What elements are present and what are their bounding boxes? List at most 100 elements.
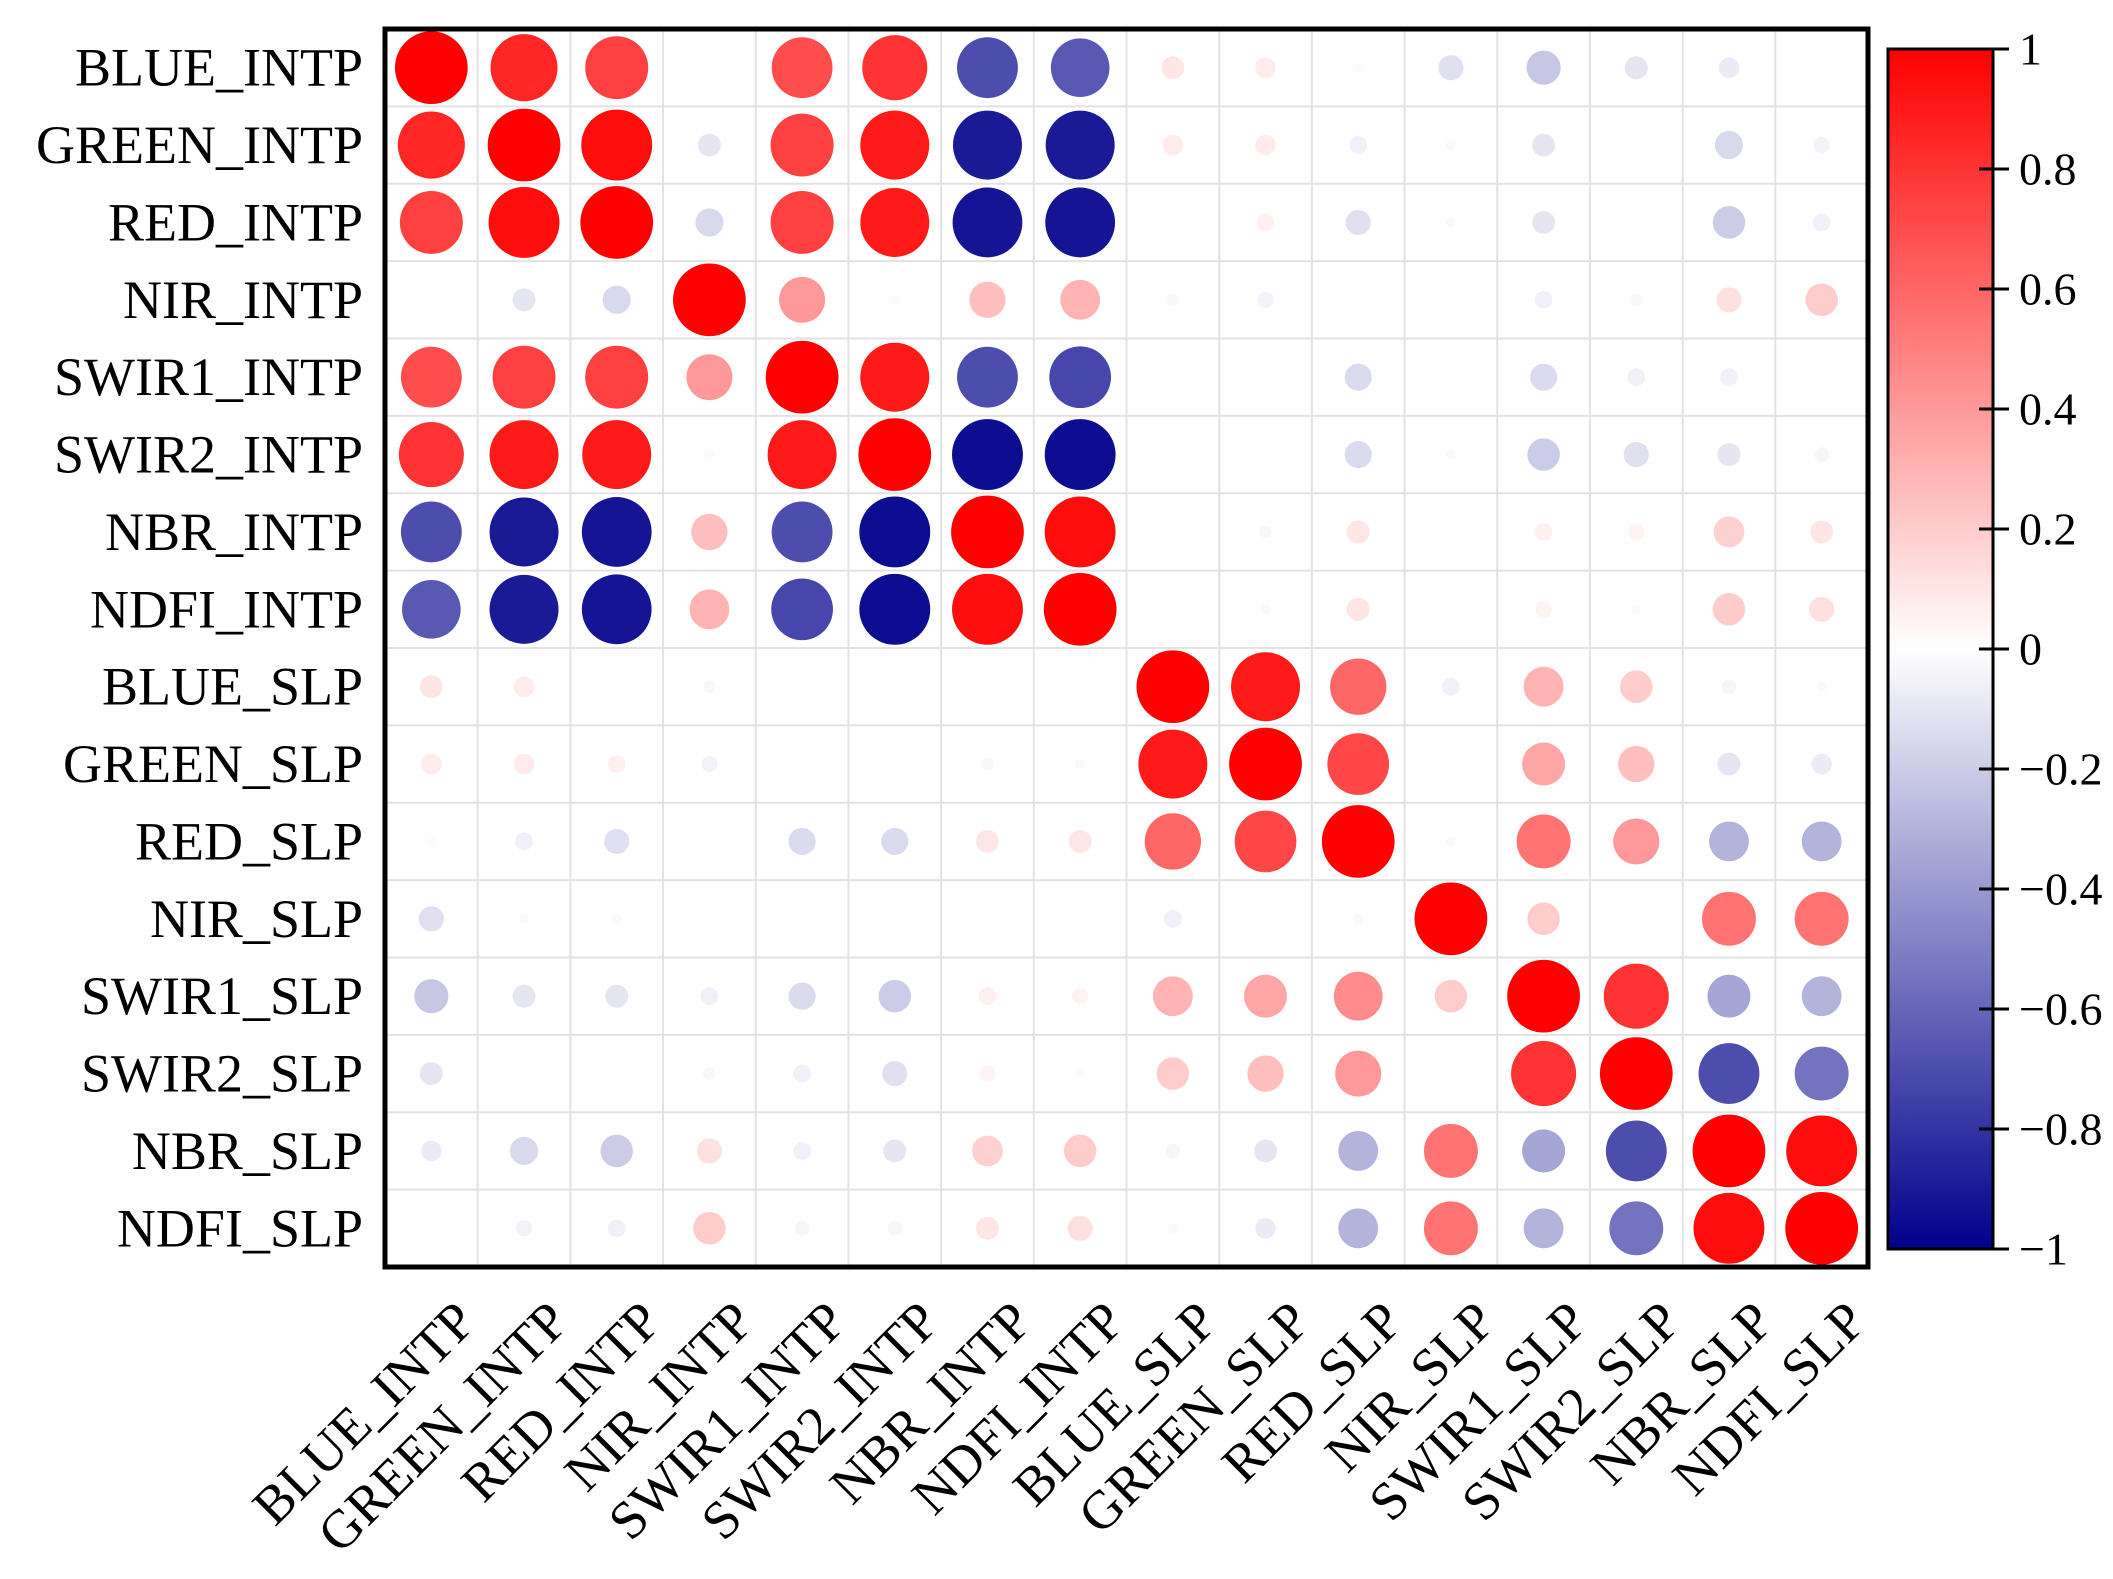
corr-cell-red-intp-ndfi-intp [1045,187,1116,258]
corr-cell-ndfi-intp-ndfi-intp [1043,572,1117,646]
corr-cell-ndfi-slp-nbr-slp [1693,1192,1765,1264]
corr-cell-swir2-intp-nir-slp [1445,449,1457,460]
corr-cell-red-intp-green-slp [1256,213,1275,232]
colorbar-tick-label: −0.4 [2019,864,2102,915]
corr-cell-nbr-slp-nbr-slp [1692,1114,1766,1188]
corr-cell-swir2-intp-nbr-intp [952,419,1023,491]
corr-cell-ndfi-intp-nbr-intp [952,573,1023,645]
corr-cell-ndfi-slp-swir1-slp [1523,1208,1564,1249]
corr-cell-nir-intp-green-slp [1257,291,1274,308]
corr-cell-swir2-intp-swir2-intp [858,418,932,491]
corr-cell-swir2-slp-nbr-slp [1698,1043,1760,1104]
y-tick-label: RED_SLP [135,811,363,871]
corr-cell-swir1-slp-swir1-intp [788,982,816,1010]
corr-cell-ndfi-slp-nbr-intp [975,1216,999,1240]
correlation-circles [394,31,1859,1265]
corr-cell-swir1-intp-swir1-slp [1529,363,1558,391]
corr-cell-nbr-slp-swir1-intp [793,1142,812,1160]
corr-cell-nir-intp-nbr-slp [1716,287,1742,313]
corr-cell-swir1-slp-nbr-slp [1707,974,1751,1018]
corr-cell-swir2-intp-ndfi-intp [1044,419,1116,491]
corr-cell-nir-intp-swir2-slp [1629,293,1643,307]
corr-cell-blue-slp-blue-intp [419,675,443,699]
corr-cell-nir-slp-nbr-slp [1701,891,1756,946]
corr-cell-swir2-intp-green-intp [489,420,559,490]
corr-cell-ndfi-slp-ndfi-intp [1067,1215,1093,1241]
corr-cell-blue-intp-blue-intp [394,31,468,105]
corr-cell-ndfi-slp-nir-slp [1423,1201,1478,1256]
y-tick-labels: BLUE_INTP GREEN_INTP RED_INTP NIR_INTP SWIR1… [36,38,363,1259]
corr-cell-ndfi-intp-ndfi-slp [1809,596,1835,622]
corr-cell-red-intp-nir-intp [695,208,724,237]
corr-cell-red-slp-red-intp [604,828,630,855]
corr-cell-red-slp-nir-slp [1445,836,1457,847]
corr-cell-swir1-intp-ndfi-intp [1049,346,1112,409]
y-tick-label: SWIR2_INTP [54,425,363,485]
corr-cell-blue-slp-green-slp [1231,652,1301,722]
corr-cell-blue-slp-nir-intp [703,680,716,693]
corr-cell-green-intp-swir1-slp [1532,133,1556,157]
corr-cell-blue-intp-nir-slp [1438,55,1464,81]
corr-cell-swir1-intp-red-intp [585,345,649,409]
y-tick-label: SWIR2_SLP [81,1044,363,1104]
corr-cell-swir2-slp-nbr-intp [979,1065,996,1082]
colorbar-tick-label: −0.6 [2019,984,2102,1035]
corr-cell-green-slp-swir1-slp [1522,742,1566,786]
corr-cell-green-intp-swir1-intp [770,113,834,177]
corr-cell-swir1-slp-nbr-intp [978,987,997,1006]
corr-cell-nbr-intp-red-slp [1346,520,1370,544]
corr-cell-nir-intp-green-intp [512,288,536,312]
corr-cell-swir2-slp-swir1-intp [793,1064,812,1083]
corr-cell-blue-intp-nbr-intp [957,37,1018,99]
corr-cell-nbr-slp-red-slp [1338,1131,1379,1171]
corr-cell-swir2-intp-red-intp [582,420,652,490]
corr-cell-ndfi-slp-swir1-intp [794,1221,810,1236]
corr-cell-nbr-intp-green-intp [489,497,559,567]
corr-cell-ndfi-intp-green-intp [489,574,559,644]
corr-cell-blue-slp-nir-slp [1441,677,1460,696]
corr-cell-red-slp-green-intp [515,832,533,851]
corr-cell-ndfi-intp-nbr-slp [1712,593,1746,626]
corr-cell-green-intp-green-slp [1255,134,1276,156]
corr-cell-swir2-slp-swir2-intp [882,1060,908,1087]
corr-cell-red-slp-green-slp [1234,810,1297,873]
corr-cell-nbr-intp-red-intp [581,497,652,567]
corr-cell-green-slp-blue-intp [421,753,442,775]
corr-cell-swir1-slp-swir2-slp [1603,963,1669,1029]
corr-cell-nbr-slp-swir1-slp [1522,1129,1566,1173]
y-tick-label: GREEN_SLP [63,734,363,794]
y-tick-label: NBR_SLP [132,1121,363,1181]
corr-cell-red-slp-nbr-intp [975,829,999,853]
corr-cell-ndfi-slp-swir2-slp [1609,1201,1664,1256]
corr-cell-green-intp-red-slp [1349,136,1368,154]
corr-cell-swir2-intp-nbr-slp [1717,443,1741,467]
corr-cell-blue-intp-swir2-intp [862,35,928,101]
corr-cell-swir2-intp-swir1-intp [767,420,837,490]
corr-cell-red-intp-red-intp [580,186,654,259]
corr-cell-red-slp-ndfi-intp [1068,829,1092,853]
corr-cell-green-intp-blue-intp [397,111,465,179]
corr-cell-nbr-intp-swir2-slp [1628,523,1645,541]
corr-cell-nir-slp-swir1-slp [1527,902,1560,936]
corr-cell-swir1-intp-nbr-slp [1720,368,1738,387]
corr-cell-swir2-slp-green-slp [1247,1055,1284,1092]
corr-cell-green-slp-green-slp [1229,727,1302,801]
corr-cell-nbr-slp-nir-slp [1423,1123,1478,1178]
corr-cell-nir-intp-nir-intp [673,263,746,337]
corr-cell-ndfi-slp-green-slp [1255,1218,1276,1239]
corr-cell-swir1-slp-green-slp [1244,974,1288,1018]
corr-cell-swir2-intp-swir2-slp [1623,441,1649,468]
corr-cell-green-intp-ndfi-slp [1813,136,1830,154]
corr-cell-red-intp-nbr-intp [952,187,1023,258]
colorbar-tick-label: −0.2 [2019,744,2102,795]
corr-cell-ndfi-intp-swir1-intp [771,578,833,641]
corr-cell-nbr-intp-nbr-intp [951,495,1024,569]
y-tick-label: SWIR1_SLP [81,966,363,1026]
corr-cell-ndfi-slp-blue-slp [1167,1223,1178,1234]
corr-cell-nbr-intp-nbr-slp [1713,516,1745,548]
colorbar-tick-label: 0.6 [2019,264,2077,315]
y-tick-label: GREEN_INTP [36,115,363,175]
y-tick-label: NBR_INTP [105,502,363,562]
corr-cell-blue-intp-red-slp [1353,62,1364,73]
corr-cell-blue-slp-blue-slp [1136,650,1210,724]
